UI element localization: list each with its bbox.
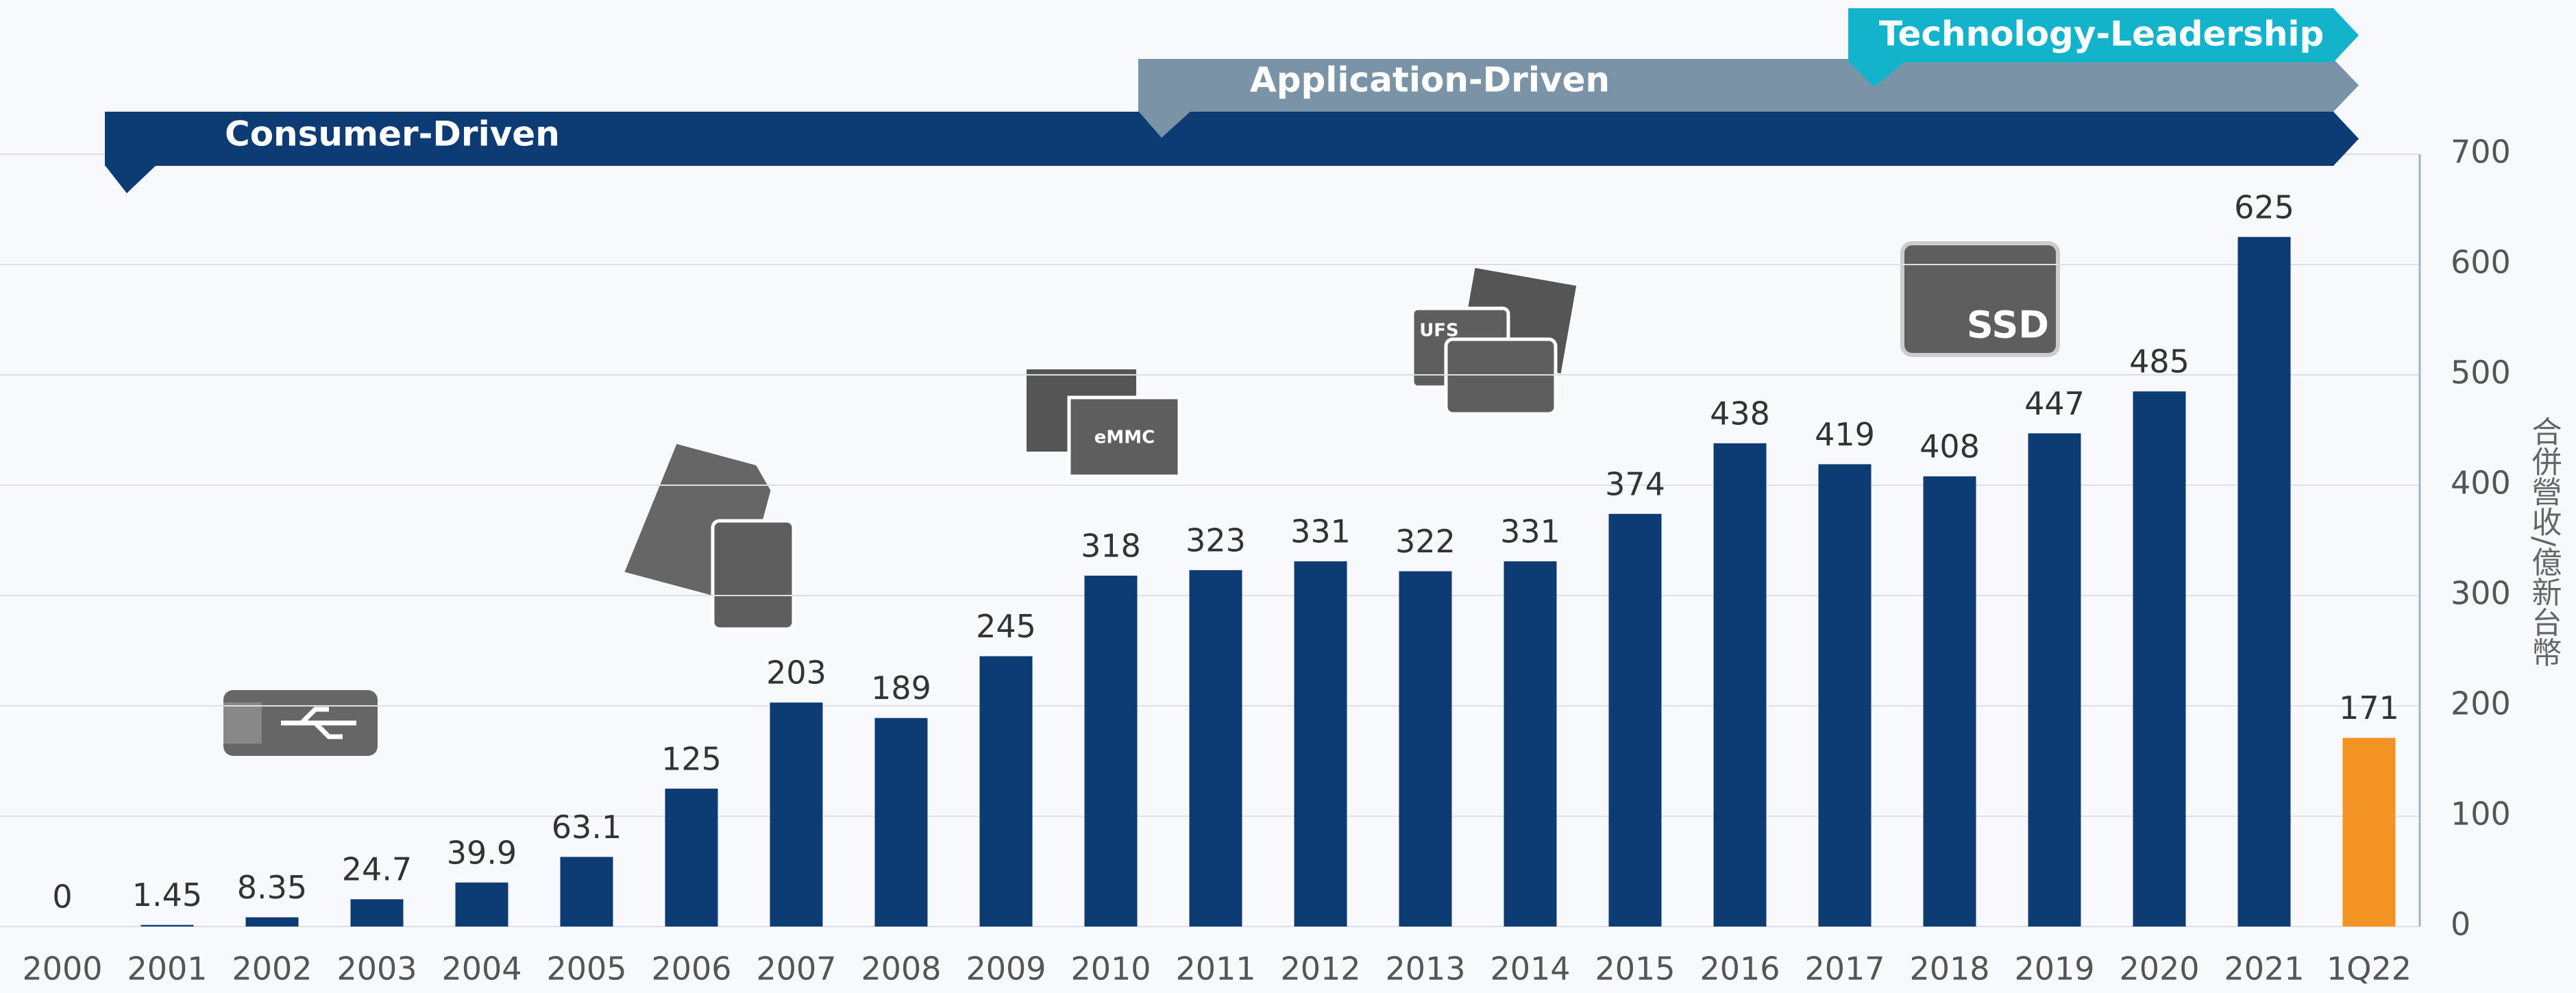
value-label: 63.1	[552, 809, 622, 846]
value-label: 419	[1815, 416, 1875, 453]
x-tick-label: 2003	[336, 951, 417, 988]
x-tick-label: 2008	[861, 951, 941, 988]
value-label: 203	[766, 654, 826, 691]
icon-label: SSD	[1967, 304, 2049, 347]
x-tick-label: 2000	[22, 951, 102, 988]
bar	[875, 718, 928, 927]
bar	[980, 657, 1033, 927]
x-tick-label: 2021	[2224, 951, 2304, 988]
x-tick-label: 2017	[1804, 951, 1885, 988]
bar	[1504, 561, 1557, 927]
bar	[2238, 237, 2291, 927]
bar	[2343, 738, 2396, 927]
value-label: 318	[1081, 528, 1141, 565]
x-tick-label: 2015	[1595, 951, 1675, 988]
ufs-card-2	[1446, 339, 1556, 414]
value-label: 323	[1186, 522, 1246, 559]
value-label: 331	[1290, 513, 1351, 550]
x-tick-label: 2005	[546, 951, 626, 988]
y-tick-label: 700	[2451, 134, 2511, 171]
bar	[770, 702, 823, 927]
value-label: 245	[976, 608, 1036, 645]
x-tick-label: 2020	[2119, 951, 2199, 988]
bar	[351, 899, 404, 927]
y-tick-label: 100	[2451, 796, 2511, 833]
x-tick-label: 2012	[1280, 951, 1360, 988]
bar	[1714, 443, 1767, 927]
x-tick-label: 2009	[966, 951, 1046, 988]
phase-label: Technology-Leadership	[1879, 14, 2324, 54]
value-label: 625	[2234, 188, 2294, 225]
x-tick-label: 2001	[127, 951, 207, 988]
value-label: 39.9	[447, 834, 517, 871]
bar	[1819, 464, 1872, 927]
y-axis-label: 合併營收/億新台幣	[2527, 416, 2562, 667]
value-label: 0	[52, 879, 72, 916]
x-tick-label: 2011	[1175, 951, 1255, 988]
bar	[665, 789, 718, 927]
x-tick-label: 2002	[232, 951, 312, 988]
x-tick-label: 2018	[1909, 951, 1989, 988]
y-tick-label: 300	[2451, 575, 2511, 612]
x-tick-label: 2010	[1070, 951, 1151, 988]
phase-label: Consumer-Driven	[225, 114, 560, 154]
y-tick-label: 500	[2451, 354, 2511, 391]
value-label: 374	[1605, 465, 1665, 502]
bar	[1399, 572, 1452, 927]
value-label: 438	[1710, 395, 1770, 432]
bar	[456, 883, 508, 927]
value-label: 1.45	[132, 876, 202, 914]
bar	[141, 925, 194, 927]
bar	[2133, 391, 2186, 927]
y-tick-label: 400	[2451, 465, 2511, 502]
bar	[1295, 561, 1347, 927]
bar	[1190, 570, 1242, 927]
value-label: 24.7	[342, 851, 412, 888]
value-label: 171	[2339, 689, 2399, 726]
icon-label: eMMC	[1094, 428, 1155, 448]
x-tick-label: 2014	[1490, 951, 1570, 988]
bar	[1609, 514, 1662, 927]
value-label: 189	[871, 670, 931, 707]
value-label: 125	[661, 740, 722, 777]
x-tick-label: 2007	[756, 951, 836, 988]
bar	[1924, 476, 1976, 927]
x-tick-label: 2004	[441, 951, 522, 988]
value-label: 447	[2024, 385, 2085, 422]
bar	[561, 857, 613, 927]
y-tick-label: 600	[2451, 244, 2511, 281]
value-label: 408	[1919, 428, 1980, 465]
x-tick-label: 1Q22	[2327, 951, 2412, 988]
x-tick-label: 2019	[2014, 951, 2094, 988]
x-tick-label: 2013	[1385, 951, 1465, 988]
x-tick-label: 2016	[1700, 951, 1780, 988]
bar	[1085, 576, 1138, 927]
bar	[2028, 433, 2081, 927]
usb-plug	[223, 702, 262, 744]
y-tick-label: 200	[2451, 685, 2511, 722]
y-tick-label: 0	[2451, 906, 2470, 943]
phase-label: Application-Driven	[1250, 60, 1610, 100]
value-label: 322	[1395, 523, 1456, 560]
value-label: 485	[2129, 343, 2189, 380]
value-label: 331	[1500, 513, 1560, 550]
chart: eMMC UFS SSD 0100200300400500600700合併營收/…	[0, 0, 2576, 993]
value-label: 8.35	[237, 869, 307, 906]
bar	[246, 918, 299, 927]
microsd-icon	[713, 521, 794, 629]
x-tick-label: 2006	[651, 951, 731, 988]
